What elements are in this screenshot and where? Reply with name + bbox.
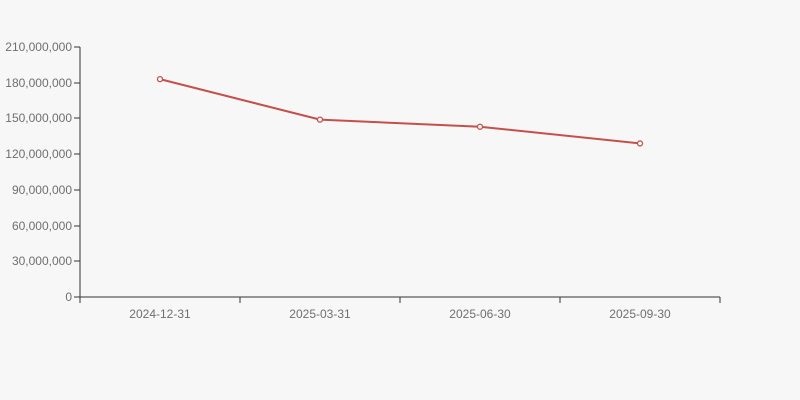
data-point-marker — [316, 116, 324, 123]
y-axis-tick-label: 90,000,000 — [12, 183, 72, 197]
x-axis-tick-label: 2025-09-30 — [609, 307, 671, 321]
y-axis-tick-label: 0 — [65, 290, 72, 304]
x-axis-tick-label: 2025-03-31 — [289, 307, 351, 321]
x-axis-tick-label: 2024-12-31 — [129, 307, 191, 321]
y-axis-tick-label: 210,000,000 — [5, 40, 72, 54]
y-axis-tick-label: 180,000,000 — [5, 76, 72, 90]
y-axis-tick-label: 60,000,000 — [12, 219, 72, 233]
y-axis-tick-label: 120,000,000 — [5, 147, 72, 161]
y-axis-tick-label: 150,000,000 — [5, 111, 72, 125]
data-point-marker — [476, 123, 484, 130]
y-axis-tick-label: 30,000,000 — [12, 254, 72, 268]
data-point-marker — [636, 140, 644, 147]
data-point-marker — [156, 75, 164, 83]
series-line — [159, 78, 641, 145]
x-axis-tick-label: 2025-06-30 — [449, 307, 511, 321]
